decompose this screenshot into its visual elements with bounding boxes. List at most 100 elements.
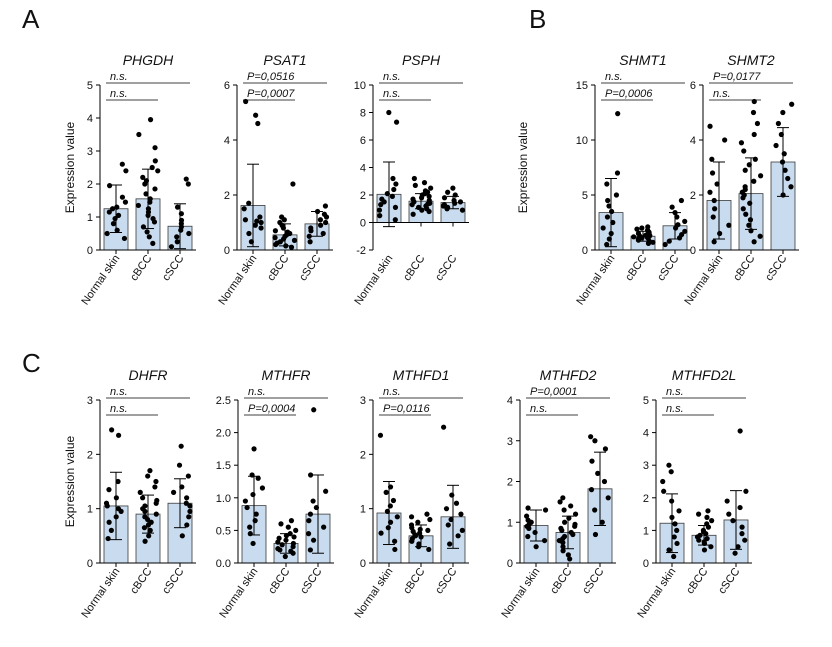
data-point <box>722 137 728 143</box>
significance-label: n.s. <box>110 386 128 398</box>
data-point <box>106 183 113 189</box>
data-point <box>259 485 266 491</box>
significance-label: n.s. <box>110 403 128 415</box>
data-point <box>666 238 672 244</box>
data-point <box>604 214 611 220</box>
y-tick-label: 1 <box>87 504 93 516</box>
data-point <box>754 120 761 127</box>
data-point <box>290 181 296 187</box>
data-point <box>179 484 185 490</box>
data-point <box>140 174 146 180</box>
data-point <box>146 533 152 539</box>
data-point <box>705 508 711 514</box>
x-tick-label: cSCC <box>160 253 186 283</box>
y-tick-label: 3 <box>87 146 93 158</box>
significance-label: n.s. <box>666 403 684 415</box>
data-point <box>679 232 685 238</box>
y-tick-label: 4 <box>643 428 649 440</box>
y-tick-label: 4 <box>224 135 230 147</box>
data-point <box>415 519 421 525</box>
data-point <box>379 196 385 202</box>
x-tick-label: cBCC <box>266 566 292 596</box>
data-point <box>747 200 753 206</box>
data-point <box>411 175 417 182</box>
chart-title: MTHFR <box>262 367 311 383</box>
data-point <box>565 552 571 558</box>
chart-title: DHFR <box>129 367 168 383</box>
data-point <box>152 145 158 151</box>
data-point <box>675 222 681 228</box>
data-point <box>588 434 594 440</box>
data-point <box>393 181 399 187</box>
x-tick-label: cBCC <box>265 253 291 283</box>
data-point <box>445 522 451 528</box>
significance-label: P=0,0177 <box>713 71 761 83</box>
data-point <box>421 180 428 186</box>
data-point <box>255 475 261 481</box>
data-point <box>674 540 680 547</box>
data-point <box>589 458 595 464</box>
data-point <box>441 202 447 208</box>
data-point <box>106 519 112 525</box>
data-point <box>306 233 312 239</box>
y-tick-label: 4 <box>690 135 696 147</box>
data-point <box>136 131 142 138</box>
data-point <box>152 158 158 164</box>
data-point <box>441 195 448 201</box>
data-point <box>441 424 447 430</box>
data-point <box>115 506 122 512</box>
significance-label: P=0,0116 <box>383 403 430 415</box>
data-point <box>445 189 451 195</box>
data-point <box>737 504 743 511</box>
data-point <box>147 117 154 123</box>
chart-title: MTHFD2 <box>540 367 597 383</box>
data-point <box>781 151 787 157</box>
data-point <box>318 222 324 228</box>
data-point <box>108 527 114 534</box>
y-axis-title: Expression value <box>63 435 77 527</box>
data-point <box>153 478 159 485</box>
data-point <box>390 175 396 182</box>
data-point <box>459 527 465 534</box>
data-point <box>422 188 429 194</box>
data-point <box>252 222 258 228</box>
data-point <box>737 428 743 434</box>
data-point <box>700 527 706 534</box>
chart-title: SHMT2 <box>727 52 775 68</box>
data-point <box>155 168 161 174</box>
data-point <box>142 514 148 520</box>
y-tick-label: 1 <box>87 212 93 224</box>
data-point <box>150 240 156 246</box>
data-point <box>747 217 754 223</box>
data-point <box>746 222 752 228</box>
data-point <box>174 204 181 210</box>
data-point <box>560 495 566 501</box>
y-tick-label: 4 <box>507 395 513 407</box>
x-tick-label: cBCC <box>731 253 757 283</box>
significance-label: P=0,0007 <box>247 88 295 100</box>
data-point <box>558 525 564 531</box>
y-tick-label: 10 <box>576 135 588 147</box>
data-point <box>542 507 549 513</box>
data-point <box>119 161 125 167</box>
data-point <box>186 514 192 520</box>
data-point <box>321 524 327 530</box>
data-point <box>635 230 642 237</box>
data-point <box>740 206 746 212</box>
y-axis-title: Expression value <box>516 121 530 213</box>
significance-label: n.s. <box>383 88 401 100</box>
data-point <box>561 533 568 540</box>
y-tick-label: 6 <box>224 80 230 92</box>
data-point <box>735 544 741 550</box>
data-point <box>676 508 682 514</box>
data-point <box>682 228 688 234</box>
significance-label: n.s. <box>110 88 128 100</box>
data-point <box>174 234 180 240</box>
data-point <box>251 446 257 452</box>
data-point <box>390 497 397 504</box>
data-point <box>104 230 110 237</box>
data-point <box>323 488 329 494</box>
y-tick-label: 10 <box>354 80 366 92</box>
x-tick-label: cBCC <box>128 566 154 596</box>
significance-label: P=0,0004 <box>248 403 295 415</box>
